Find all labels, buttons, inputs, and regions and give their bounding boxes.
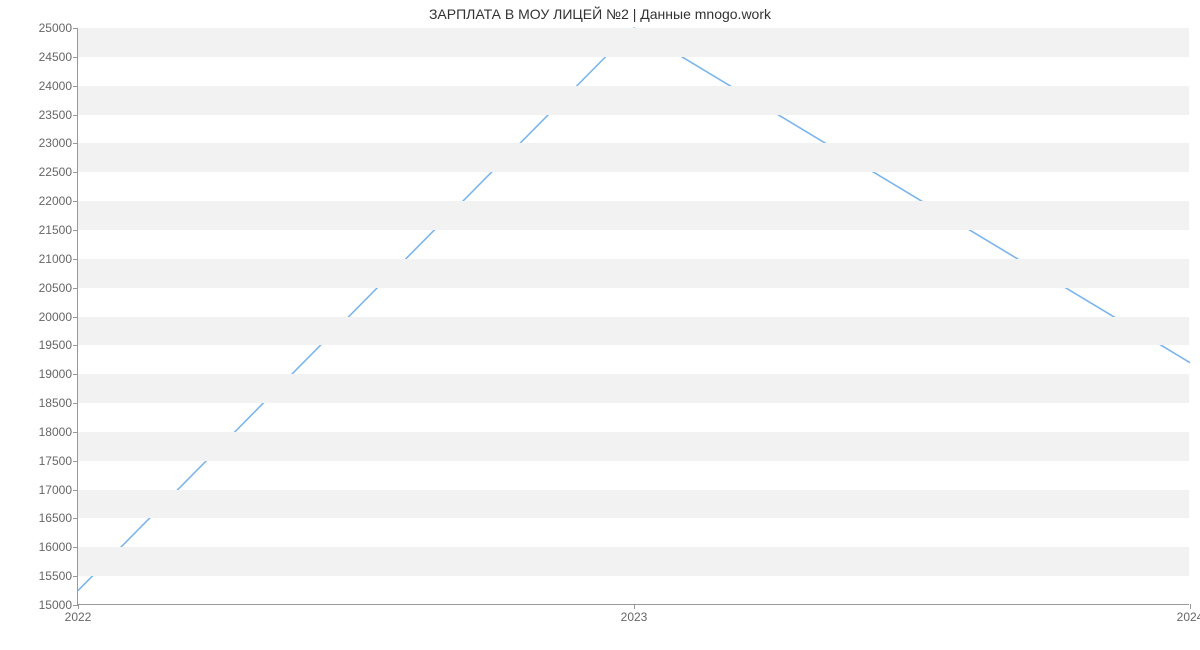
grid-band	[78, 86, 1189, 115]
y-tick-label: 17500	[39, 454, 78, 468]
grid-band	[78, 259, 1189, 288]
grid-band	[78, 547, 1189, 576]
x-tick-label: 2023	[621, 604, 648, 624]
grid-band	[78, 432, 1189, 461]
y-tick-label: 23000	[39, 136, 78, 150]
y-tick-label: 16500	[39, 511, 78, 525]
chart-title: ЗАРПЛАТА В МОУ ЛИЦЕЙ №2 | Данные mnogo.w…	[0, 6, 1200, 22]
x-tick-label: 2022	[65, 604, 92, 624]
grid-band	[78, 201, 1189, 230]
grid-band	[78, 143, 1189, 172]
grid-band	[78, 490, 1189, 519]
grid-band	[78, 374, 1189, 403]
x-tick-label: 2024	[1177, 604, 1200, 624]
y-tick-label: 19000	[39, 367, 78, 381]
y-tick-label: 21000	[39, 252, 78, 266]
y-tick-label: 24500	[39, 50, 78, 64]
y-tick-label: 21500	[39, 223, 78, 237]
y-tick-label: 23500	[39, 108, 78, 122]
salary-line-chart: ЗАРПЛАТА В МОУ ЛИЦЕЙ №2 | Данные mnogo.w…	[0, 0, 1200, 650]
y-tick-label: 18000	[39, 425, 78, 439]
y-tick-label: 16000	[39, 540, 78, 554]
plot-area: 1500015500160001650017000175001800018500…	[77, 28, 1189, 605]
y-tick-label: 18500	[39, 396, 78, 410]
y-tick-label: 19500	[39, 338, 78, 352]
y-tick-label: 24000	[39, 79, 78, 93]
y-tick-label: 25000	[39, 21, 78, 35]
y-tick-label: 15500	[39, 569, 78, 583]
y-tick-label: 22000	[39, 194, 78, 208]
grid-band	[78, 317, 1189, 346]
y-tick-label: 20000	[39, 310, 78, 324]
y-tick-label: 17000	[39, 483, 78, 497]
y-tick-label: 22500	[39, 165, 78, 179]
grid-band	[78, 28, 1189, 57]
y-tick-label: 20500	[39, 281, 78, 295]
